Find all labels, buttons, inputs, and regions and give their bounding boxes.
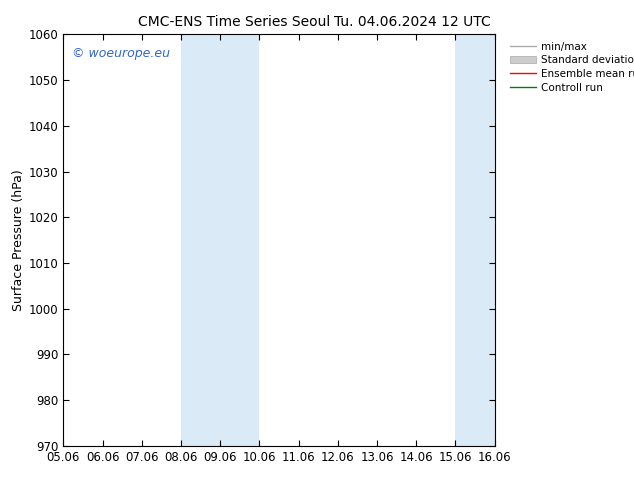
- Text: CMC-ENS Time Series Seoul: CMC-ENS Time Series Seoul: [138, 15, 331, 29]
- Legend: min/max, Standard deviation, Ensemble mean run, Controll run: min/max, Standard deviation, Ensemble me…: [508, 40, 634, 95]
- Bar: [455, 34, 495, 446]
- Text: © woeurope.eu: © woeurope.eu: [72, 47, 170, 60]
- Text: Tu. 04.06.2024 12 UTC: Tu. 04.06.2024 12 UTC: [333, 15, 491, 29]
- Y-axis label: Surface Pressure (hPa): Surface Pressure (hPa): [11, 169, 25, 311]
- Bar: [181, 34, 259, 446]
